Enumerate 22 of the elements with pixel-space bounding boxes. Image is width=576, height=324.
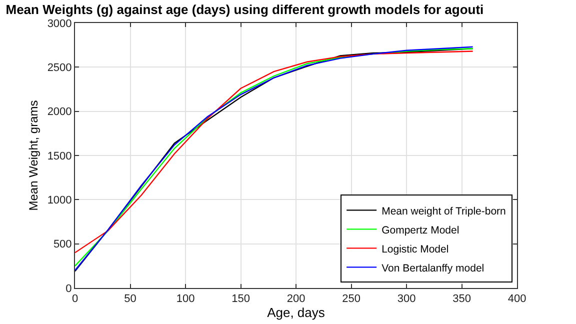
x-tick-label: 350 bbox=[452, 293, 471, 306]
x-tick-label: 300 bbox=[397, 293, 416, 306]
y-tick-label: 1000 bbox=[47, 194, 72, 207]
y-tick-label: 2000 bbox=[47, 106, 72, 118]
y-tick-label: 1500 bbox=[47, 150, 72, 162]
x-tick-label: 50 bbox=[124, 293, 136, 306]
legend-label: Mean weight of Triple-born bbox=[382, 205, 506, 218]
chart-title: Mean Weights (g) against age (days) using different growth models for agouti bbox=[6, 2, 484, 17]
x-tick-label: 250 bbox=[342, 293, 360, 306]
x-tick-label: 200 bbox=[286, 293, 306, 306]
legend-label: Gompertz Model bbox=[382, 224, 460, 236]
y-tick-label: 3000 bbox=[47, 18, 72, 30]
y-tick-label: 500 bbox=[53, 238, 72, 251]
y-tick-label: 0 bbox=[66, 282, 72, 295]
x-tick-label: 100 bbox=[176, 293, 195, 306]
x-tick-label: 150 bbox=[232, 293, 250, 306]
y-tick-label: 2500 bbox=[47, 62, 72, 74]
legend-label: Logistic Model bbox=[382, 243, 449, 256]
y-axis-title: Mean Weight, grams bbox=[26, 100, 41, 211]
x-tick-label: 400 bbox=[508, 293, 526, 306]
legend-label: Von Bertalanffy model bbox=[382, 262, 484, 274]
x-axis-title: Age, days bbox=[267, 305, 326, 320]
